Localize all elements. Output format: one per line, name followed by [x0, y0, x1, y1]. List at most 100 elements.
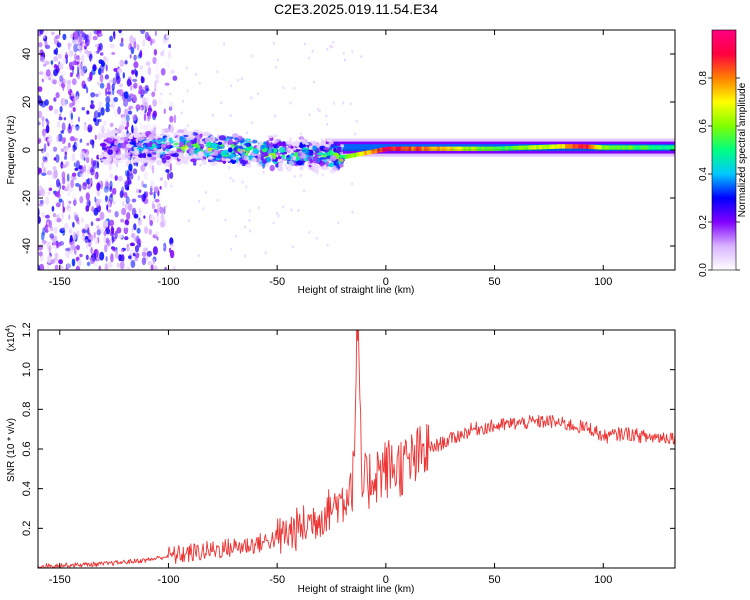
spectral-clump: [168, 137, 173, 144]
noise-dot: [291, 245, 294, 249]
noise-blob: [46, 264, 50, 270]
noise-dot: [318, 109, 321, 113]
figure-title: C2E3.2025.019.11.54.E34: [274, 1, 438, 17]
noise-blob: [72, 107, 76, 112]
spectral-cell: [510, 146, 514, 151]
noise-blob: [41, 118, 45, 128]
noise-blob: [62, 177, 66, 185]
spectral-clump: [338, 163, 344, 168]
noise-dot: [311, 49, 314, 53]
spectral-clump: [266, 148, 274, 155]
spectral-clump: [177, 129, 185, 134]
noise-blob: [72, 231, 77, 241]
noise-blob: [52, 79, 57, 85]
noise-blob: [106, 82, 111, 91]
spectral-cell: [588, 144, 592, 149]
spectral-cell: [499, 146, 503, 151]
noise-blob: [128, 163, 133, 172]
noise-blob: [51, 31, 55, 36]
noise-blob: [41, 161, 44, 169]
spec-x-tick-label: 0: [383, 276, 389, 288]
spectral-clump: [163, 128, 171, 134]
spectral-clump: [190, 158, 197, 163]
noise-blob: [75, 126, 80, 132]
noise-blob: [134, 126, 138, 135]
noise-blob: [134, 255, 138, 262]
noise-blob: [105, 256, 108, 262]
noise-blob: [105, 181, 109, 190]
noise-blob: [129, 173, 134, 180]
noise-blob: [80, 150, 85, 160]
noise-blob: [120, 254, 125, 262]
noise-dot: [332, 40, 335, 44]
noise-blob: [45, 44, 51, 50]
noise-dot: [351, 182, 354, 186]
noise-blob: [65, 250, 70, 258]
noise-blob: [121, 53, 126, 60]
noise-dot: [199, 163, 202, 167]
noise-blob: [143, 183, 147, 188]
noise-blob: [152, 258, 156, 265]
noise-blob: [50, 259, 55, 264]
spectral-clump: [105, 156, 112, 163]
noise-blob: [147, 66, 152, 76]
noise-blob: [56, 134, 60, 143]
spectral-cell: [572, 144, 576, 149]
noise-blob: [131, 226, 134, 233]
noise-blob: [138, 189, 142, 193]
noise-blob: [168, 106, 173, 111]
noise-dot: [202, 207, 205, 211]
noise-dot: [195, 72, 198, 76]
noise-blob: [131, 232, 135, 239]
noise-blob: [38, 86, 43, 92]
spectral-cell: [439, 146, 443, 151]
noise-blob: [91, 206, 95, 212]
noise-blob: [75, 103, 78, 108]
noise-dot: [245, 185, 248, 189]
noise-dot: [160, 92, 163, 96]
noise-blob: [138, 219, 142, 224]
spec-y-tick-label: -40: [21, 238, 33, 254]
spectral-cell: [632, 145, 636, 150]
noise-blob: [98, 159, 102, 163]
noise-blob: [99, 64, 105, 72]
noise-blob: [56, 121, 61, 128]
noise-blob: [154, 265, 158, 270]
noise-blob: [123, 91, 129, 99]
noise-blob: [51, 205, 55, 212]
noise-blob: [148, 34, 151, 41]
spectral-clump: [330, 143, 335, 148]
noise-blob: [69, 136, 75, 142]
noise-blob: [70, 241, 76, 251]
snr-y-axis: 0.2 0.4 0.6 0.8 1.0 1.2: [21, 322, 675, 536]
noise-dot: [274, 114, 277, 118]
noise-dot: [303, 42, 306, 46]
spectral-clump: [143, 148, 148, 153]
spectral-cell: [591, 144, 595, 150]
noise-blob: [105, 220, 109, 228]
spectral-clump: [204, 137, 210, 144]
spectral-cell: [664, 145, 668, 150]
noise-blob: [148, 228, 152, 236]
noise-blob: [106, 56, 109, 65]
noise-dot: [250, 96, 253, 100]
noise-dot: [250, 54, 253, 58]
spectral-cell: [473, 146, 477, 151]
noise-blob: [94, 173, 98, 180]
noise-blob: [141, 257, 147, 266]
noise-blob: [59, 75, 64, 83]
spectral-clump: [266, 157, 271, 163]
noise-blob: [136, 43, 140, 51]
spectral-clump: [161, 157, 167, 164]
noise-blob: [99, 251, 105, 261]
noise-blob: [47, 191, 51, 196]
noise-blob: [82, 229, 88, 234]
noise-blob: [91, 58, 94, 67]
noise-blob: [130, 86, 135, 91]
noise-blob: [109, 66, 114, 71]
noise-blob: [50, 63, 55, 72]
spectral-cell: [638, 145, 641, 150]
noise-blob: [113, 96, 119, 103]
noise-blob: [130, 46, 135, 55]
noise-dot: [282, 86, 285, 90]
